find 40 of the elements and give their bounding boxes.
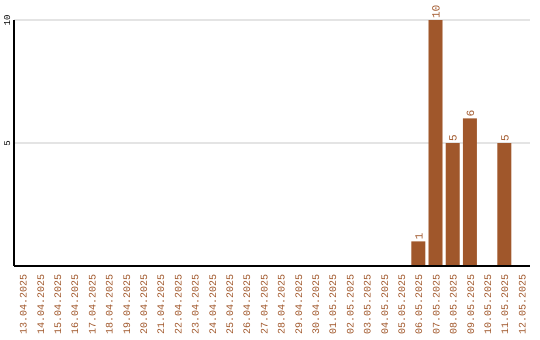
x-tick-label: 28.04.2025 xyxy=(278,274,289,334)
x-tick-label: 02.05.2025 xyxy=(346,274,358,334)
bar xyxy=(497,143,512,266)
x-tick-label: 12.05.2025 xyxy=(518,274,530,334)
x-tick-label: 17.04.2025 xyxy=(88,274,100,334)
x-tick-label: 15.04.2025 xyxy=(54,274,65,334)
x-tick-label: 03.05.2025 xyxy=(364,274,375,334)
bar xyxy=(462,118,477,266)
data-label: 5 xyxy=(500,134,512,141)
x-tick-label: 14.04.2025 xyxy=(36,274,48,334)
x-tick-label: 13.04.2025 xyxy=(20,274,31,334)
x-tick-label: 30.04.2025 xyxy=(312,274,323,334)
x-tick-label: 16.04.2025 xyxy=(71,274,82,334)
x-tick-label: 23.04.2025 xyxy=(192,274,203,334)
x-tick-label: 20.04.2025 xyxy=(140,274,151,334)
x-tick-label: 22.04.2025 xyxy=(174,274,186,334)
bar xyxy=(411,241,426,266)
x-tick-label: 07.05.2025 xyxy=(432,274,444,334)
x-tick-label: 26.04.2025 xyxy=(243,274,254,334)
x-tick-label: 08.05.2025 xyxy=(450,274,461,334)
x-tick-label: 05.05.2025 xyxy=(398,274,409,334)
x-tick-label: 09.05.2025 xyxy=(466,274,478,334)
x-tick-label: 11.05.2025 xyxy=(501,274,512,334)
data-label: 1 xyxy=(414,232,426,240)
bar xyxy=(428,20,443,266)
x-tick-label: 24.04.2025 xyxy=(208,274,220,334)
x-tick-label: 06.05.2025 xyxy=(415,274,426,334)
x-tick-label: 04.05.2025 xyxy=(380,274,392,334)
x-tick-label: 21.04.2025 xyxy=(157,274,168,334)
data-label: 6 xyxy=(466,110,478,116)
x-tick-label: 25.04.2025 xyxy=(226,274,237,334)
x-tick-label: 19.04.2025 xyxy=(122,274,134,334)
x-tick-label: 10.05.2025 xyxy=(484,274,495,334)
x-tick-label: 18.04.2025 xyxy=(106,274,117,334)
data-label: 10 xyxy=(432,4,444,18)
x-tick-label: 27.04.2025 xyxy=(260,274,272,334)
data-label: 5 xyxy=(448,134,461,141)
x-tick-label: 01.05.2025 xyxy=(329,274,340,334)
bar xyxy=(446,143,460,266)
x-tick-label: 29.04.2025 xyxy=(294,274,306,334)
